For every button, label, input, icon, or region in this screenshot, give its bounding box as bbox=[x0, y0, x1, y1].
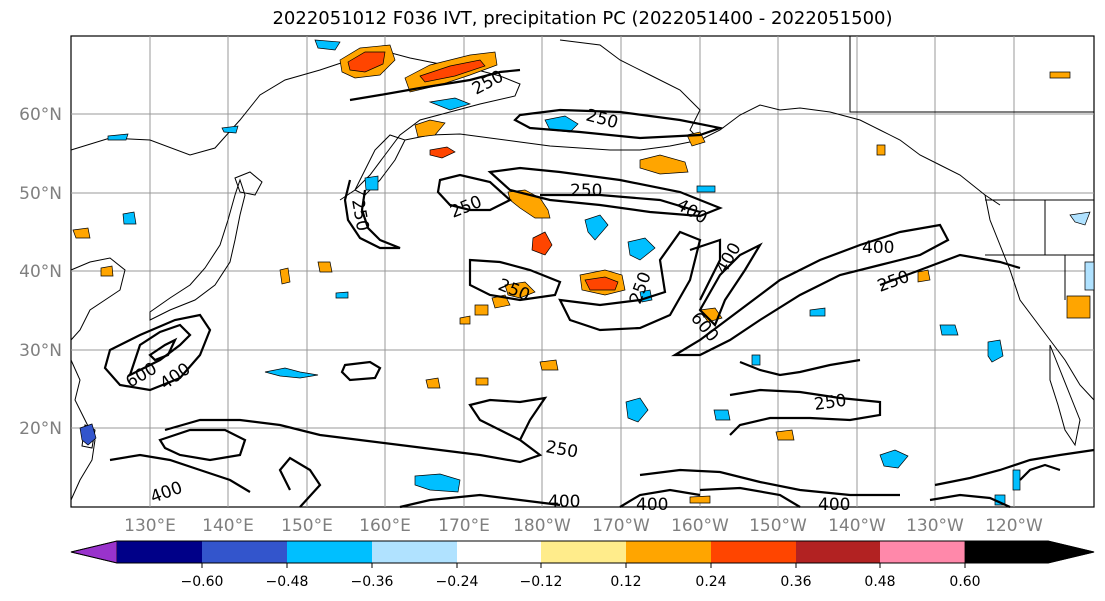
colorbar-extend-low bbox=[70, 540, 118, 564]
state-lines bbox=[985, 200, 1094, 300]
precip-negative bbox=[79, 39, 1095, 506]
lat-label: 20°N bbox=[19, 419, 62, 439]
colorbar-tick-label: −0.24 bbox=[436, 574, 479, 590]
colorbar-tick-label: 0.24 bbox=[695, 574, 726, 590]
colorbar-outline bbox=[70, 540, 1095, 564]
aleutian-islands bbox=[404, 133, 701, 151]
colorbar-segment bbox=[796, 541, 880, 563]
coastlines bbox=[70, 36, 1095, 501]
lon-label: 160°W bbox=[671, 516, 729, 536]
latitude-labels: 60°N 50°N 40°N 30°N 20°N bbox=[19, 105, 62, 439]
colorbar-tick-label: 0.48 bbox=[864, 574, 895, 590]
colorbar-tick-label: −0.48 bbox=[266, 574, 309, 590]
colorbar: −0.60 −0.48 −0.36 −0.24 −0.12 0.12 0.24 … bbox=[70, 540, 1095, 590]
japan-coastline bbox=[149, 178, 246, 321]
colorbar-segment bbox=[202, 541, 287, 563]
graticule bbox=[71, 36, 1094, 507]
colorbar-segment bbox=[287, 541, 372, 563]
colorbar-segment bbox=[372, 541, 457, 563]
colorbar-ticks bbox=[201, 563, 966, 568]
hokkaido-coastline bbox=[234, 171, 263, 196]
ivt-contours bbox=[103, 68, 1095, 509]
lon-label: 120°W bbox=[985, 516, 1043, 536]
canada-border bbox=[849, 36, 1094, 113]
lat-label: 30°N bbox=[19, 341, 62, 361]
colorbar-tick-label: −0.60 bbox=[181, 574, 224, 590]
contour-label: 250 bbox=[813, 391, 848, 415]
contour-label: 400 bbox=[636, 495, 668, 515]
baja-coastline bbox=[1049, 344, 1081, 447]
colorbar-tick-label: 0.60 bbox=[949, 574, 980, 590]
map-title: 2022051012 F036 IVT, precipitation PC (2… bbox=[272, 8, 893, 29]
contour-label: 400 bbox=[818, 495, 850, 515]
colorbar-segment bbox=[711, 541, 796, 563]
lat-label: 60°N bbox=[19, 105, 62, 125]
lon-label: 170°E bbox=[438, 516, 490, 536]
colorbar-tick-label: 0.36 bbox=[780, 574, 811, 590]
colorbar-tick-label: 0.12 bbox=[610, 574, 641, 590]
lon-label: 150°W bbox=[749, 516, 807, 536]
contour-label: 250 bbox=[570, 181, 602, 201]
lon-label: 140°W bbox=[828, 516, 886, 536]
precip-positive bbox=[72, 44, 1091, 504]
colorbar-segment bbox=[626, 541, 711, 563]
korea-coastline bbox=[70, 257, 126, 341]
lat-label: 50°N bbox=[19, 184, 62, 204]
lon-label: 140°E bbox=[202, 516, 254, 536]
lon-label: 130°E bbox=[124, 516, 176, 536]
alaska-coastline bbox=[559, 39, 1001, 206]
colorbar-segment bbox=[117, 541, 202, 563]
lon-label: 130°W bbox=[906, 516, 964, 536]
lon-label: 160°E bbox=[359, 516, 411, 536]
colorbar-tick-label: −0.12 bbox=[520, 574, 563, 590]
colorbar-segment bbox=[880, 541, 965, 563]
lat-label: 40°N bbox=[19, 262, 62, 282]
lon-label: 180°W bbox=[513, 516, 571, 536]
north-america-coastline bbox=[984, 194, 1095, 401]
colorbar-segment bbox=[457, 541, 541, 563]
contour-label: 400 bbox=[548, 492, 580, 512]
lon-label: 170°W bbox=[592, 516, 650, 536]
contour-label: 400 bbox=[862, 238, 894, 258]
lon-label: 150°E bbox=[281, 516, 333, 536]
colorbar-segment bbox=[541, 541, 626, 563]
colorbar-extend-high bbox=[964, 540, 1095, 564]
colorbar-tick-label: −0.36 bbox=[351, 574, 394, 590]
longitude-labels: 130°E 140°E 150°E 160°E 170°E 180°W 170°… bbox=[124, 516, 1043, 536]
